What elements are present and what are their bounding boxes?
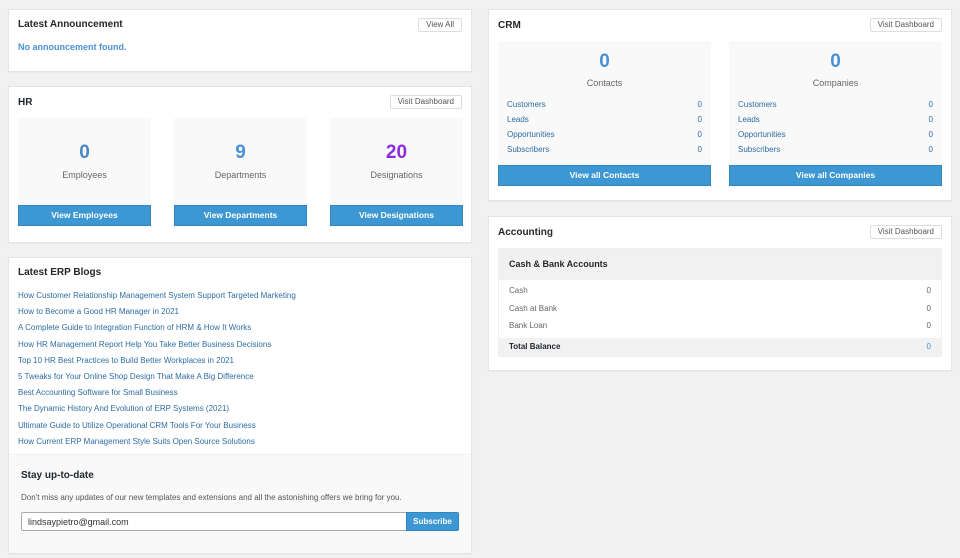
- row-value: 0: [697, 115, 702, 124]
- account-value: 0: [926, 321, 931, 331]
- row-label[interactable]: Customers: [507, 100, 546, 109]
- total-balance-row: Total Balance 0: [499, 338, 941, 356]
- hr-title: HR: [18, 97, 33, 108]
- departments-count: 9: [235, 142, 246, 163]
- no-announcement-message: No announcement found.: [18, 42, 127, 52]
- companies-row-leads: Leads 0: [738, 114, 933, 129]
- view-all-button[interactable]: View All: [418, 18, 462, 32]
- departments-label: Departments: [214, 170, 267, 180]
- view-all-companies-button[interactable]: View all Companies: [729, 165, 942, 186]
- blog-link[interactable]: 5 Tweaks for Your Online Shop Design Tha…: [18, 371, 254, 381]
- account-row-cash-at-bank: Cash at Bank 0: [509, 303, 931, 321]
- crm-visit-dashboard-button[interactable]: Visit Dashboard: [869, 18, 942, 32]
- hr-stat-designations: 20 Designations View Designations: [330, 118, 463, 226]
- blog-link[interactable]: How Customer Relationship Management Sys…: [18, 291, 296, 300]
- announcement-title: Latest Announcement: [18, 19, 123, 30]
- view-all-contacts-button[interactable]: View all Contacts: [498, 165, 711, 186]
- contacts-label: Contacts: [586, 78, 623, 88]
- crm-panel: CRM Visit Dashboard 0 Contacts Customers…: [488, 9, 952, 201]
- account-value: 0: [926, 286, 931, 295]
- companies-row-opportunities: Opportunities 0: [738, 129, 933, 144]
- row-value: 0: [928, 115, 933, 124]
- blog-list: How Customer Relationship Management Sys…: [18, 290, 296, 452]
- crm-companies-card: 0 Companies Customers 0 Leads 0 Opportunit…: [729, 41, 942, 186]
- cash-bank-accounts-box: Cash & Bank Accounts Cash 0 Cash at Bank 0…: [498, 248, 942, 357]
- row-label[interactable]: Leads: [507, 115, 529, 124]
- subscribe-email-input[interactable]: [21, 512, 407, 531]
- contacts-row-subscribers: Subscribers 0: [507, 144, 702, 159]
- employees-label: Employees: [62, 170, 107, 180]
- account-label: Cash at Bank: [509, 303, 558, 313]
- cash-bank-accounts-title: Cash & Bank Accounts: [499, 249, 941, 280]
- contacts-row-customers: Customers 0: [507, 99, 702, 114]
- row-value: 0: [697, 145, 702, 154]
- employees-count: 0: [79, 142, 90, 163]
- account-row-cash: Cash 0: [509, 285, 931, 303]
- contacts-row-leads: Leads 0: [507, 114, 702, 129]
- row-value: 0: [697, 100, 702, 109]
- contacts-count: 0: [599, 51, 610, 72]
- blog-link[interactable]: Best Accounting Software for Small Busin…: [18, 388, 178, 398]
- row-value: 0: [928, 145, 933, 154]
- designations-count: 20: [385, 142, 408, 163]
- accounting-panel: Accounting Visit Dashboard Cash & Bank A…: [488, 216, 952, 371]
- account-row-bank-loan: Bank Loan 0: [509, 320, 931, 338]
- blog-link[interactable]: How HR Management Report Help You Take B…: [18, 339, 272, 349]
- blogs-title: Latest ERP Blogs: [18, 267, 102, 278]
- accounting-title: Accounting: [498, 227, 553, 238]
- account-label: Cash: [509, 286, 528, 295]
- announcement-panel: Latest Announcement View All No announce…: [8, 9, 472, 72]
- row-value: 0: [928, 130, 933, 139]
- row-label[interactable]: Subscribers: [738, 145, 781, 154]
- hr-panel: HR Visit Dashboard 0 Employees View Empl…: [8, 86, 472, 243]
- companies-row-subscribers: Subscribers 0: [738, 144, 933, 159]
- account-value: 0: [926, 303, 931, 313]
- blog-link[interactable]: The Dynamic History And Evolution of ERP…: [18, 404, 230, 414]
- row-value: 0: [928, 100, 933, 109]
- companies-row-customers: Customers 0: [738, 99, 933, 114]
- blogs-panel: Latest ERP Blogs How Customer Relationsh…: [8, 257, 472, 554]
- crm-contacts-card: 0 Contacts Customers 0 Leads 0 Opportuniti…: [498, 41, 711, 186]
- designations-label: Designations: [370, 170, 423, 180]
- row-value: 0: [697, 130, 702, 139]
- subscribe-button[interactable]: Subscribe: [406, 512, 459, 531]
- view-departments-button[interactable]: View Departments: [174, 205, 307, 226]
- account-label: Bank Loan: [509, 321, 548, 331]
- companies-label: Companies: [812, 78, 859, 88]
- contacts-row-opportunities: Opportunities 0: [507, 129, 702, 144]
- companies-count: 0: [830, 51, 841, 72]
- row-label[interactable]: Opportunities: [738, 130, 786, 139]
- total-balance-label: Total Balance: [509, 342, 561, 351]
- view-designations-button[interactable]: View Designations: [330, 205, 463, 226]
- subscribe-title: Stay up-to-date: [21, 470, 94, 481]
- subscribe-description: Don't miss any updates of our new templa…: [21, 493, 402, 502]
- subscribe-section: Stay up-to-date Don't miss any updates o…: [9, 454, 471, 553]
- blog-link[interactable]: How to Become a Good HR Manager in 2021: [18, 307, 179, 317]
- blog-link[interactable]: Ultimate Guide to Utilize Operational CR…: [18, 420, 256, 430]
- view-employees-button[interactable]: View Employees: [18, 205, 151, 226]
- blog-link[interactable]: A Complete Guide to Integration Function…: [18, 323, 252, 333]
- row-label[interactable]: Subscribers: [507, 145, 550, 154]
- hr-stat-departments: 9 Departments View Departments: [174, 118, 307, 226]
- hr-visit-dashboard-button[interactable]: Visit Dashboard: [389, 95, 462, 109]
- row-label[interactable]: Leads: [738, 115, 760, 124]
- row-label[interactable]: Opportunities: [507, 130, 555, 139]
- crm-title: CRM: [498, 20, 521, 31]
- blog-link[interactable]: How Current ERP Management Style Suits O…: [18, 436, 255, 446]
- total-balance-value: 0: [926, 342, 931, 351]
- blog-link[interactable]: Top 10 HR Best Practices to Build Better…: [18, 355, 234, 365]
- accounting-visit-dashboard-button[interactable]: Visit Dashboard: [869, 225, 942, 239]
- hr-stat-employees: 0 Employees View Employees: [18, 118, 151, 226]
- row-label[interactable]: Customers: [738, 100, 777, 109]
